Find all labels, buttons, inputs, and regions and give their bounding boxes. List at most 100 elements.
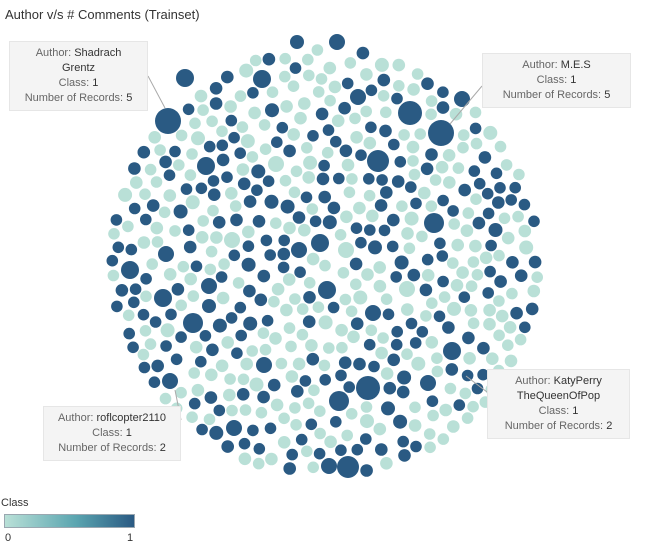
author-bubble[interactable] <box>268 156 284 172</box>
author-bubble[interactable] <box>122 309 135 322</box>
author-bubble[interactable] <box>355 149 367 161</box>
author-bubble[interactable] <box>238 437 251 450</box>
author-bubble[interactable] <box>195 355 207 368</box>
author-bubble[interactable] <box>237 373 250 386</box>
author-bubble[interactable] <box>283 221 296 235</box>
author-bubble[interactable] <box>513 168 525 181</box>
author-bubble[interactable] <box>195 182 208 195</box>
author-bubble[interactable] <box>365 84 378 97</box>
author-bubble[interactable] <box>368 360 380 373</box>
author-bubble[interactable] <box>277 261 290 274</box>
author-bubble[interactable] <box>512 210 524 223</box>
author-bubble[interactable] <box>321 458 337 474</box>
author-bubble[interactable] <box>449 107 463 121</box>
author-bubble[interactable] <box>492 196 505 209</box>
author-bubble[interactable] <box>265 452 278 466</box>
author-bubble[interactable] <box>391 175 405 188</box>
author-bubble[interactable] <box>500 159 513 171</box>
author-bubble[interactable] <box>386 240 399 253</box>
author-bubble[interactable] <box>151 359 164 373</box>
author-bubble[interactable] <box>493 249 505 262</box>
author-bubble[interactable] <box>406 140 420 154</box>
author-bubble[interactable] <box>246 151 259 163</box>
author-bubble[interactable] <box>298 97 311 110</box>
author-bubble[interactable] <box>426 395 439 408</box>
author-bubble[interactable] <box>463 352 476 365</box>
author-bubble[interactable] <box>313 447 326 460</box>
author-bubble[interactable] <box>308 384 320 397</box>
author-bubble[interactable] <box>221 336 234 349</box>
author-bubble[interactable] <box>205 245 218 258</box>
author-bubble[interactable] <box>421 253 434 266</box>
author-bubble[interactable] <box>224 373 236 385</box>
author-bubble[interactable] <box>450 279 464 292</box>
author-bubble[interactable] <box>461 369 474 382</box>
author-bubble[interactable] <box>452 162 465 174</box>
author-bubble[interactable] <box>349 257 363 271</box>
author-bubble[interactable] <box>184 272 197 286</box>
author-bubble[interactable] <box>467 317 480 330</box>
author-bubble[interactable] <box>195 231 209 244</box>
author-bubble[interactable] <box>251 164 266 179</box>
author-bubble[interactable] <box>283 144 296 158</box>
author-bubble[interactable] <box>470 137 483 150</box>
author-bubble[interactable] <box>154 289 172 307</box>
author-bubble[interactable] <box>215 359 229 373</box>
author-bubble[interactable] <box>429 174 442 186</box>
author-bubble[interactable] <box>407 155 419 167</box>
author-bubble[interactable] <box>457 129 470 141</box>
author-bubble[interactable] <box>294 111 307 125</box>
author-bubble[interactable] <box>442 321 455 334</box>
author-bubble[interactable] <box>187 290 200 302</box>
author-bubble[interactable] <box>375 443 388 456</box>
author-bubble[interactable] <box>236 163 250 176</box>
author-bubble[interactable] <box>213 404 226 417</box>
author-bubble[interactable] <box>306 352 320 366</box>
author-bubble[interactable] <box>462 331 475 345</box>
author-bubble[interactable] <box>433 310 446 323</box>
author-bubble[interactable] <box>373 422 387 436</box>
author-bubble[interactable] <box>377 90 390 102</box>
author-bubble[interactable] <box>234 90 247 102</box>
author-bubble[interactable] <box>361 268 374 281</box>
author-bubble[interactable] <box>469 106 482 119</box>
author-bubble[interactable] <box>453 399 466 411</box>
author-bubble[interactable] <box>424 441 436 454</box>
author-bubble[interactable] <box>314 427 326 440</box>
author-bubble[interactable] <box>353 357 366 371</box>
author-bubble[interactable] <box>380 367 394 380</box>
author-bubble[interactable] <box>477 368 489 381</box>
author-bubble[interactable] <box>137 348 150 361</box>
author-bubble[interactable] <box>360 464 373 477</box>
author-bubble[interactable] <box>403 242 416 255</box>
author-bubble[interactable] <box>353 201 366 215</box>
author-bubble[interactable] <box>431 352 443 365</box>
author-bubble[interactable] <box>392 58 406 72</box>
author-bubble[interactable] <box>379 124 392 138</box>
author-bubble[interactable] <box>298 223 311 237</box>
author-bubble[interactable] <box>203 140 216 153</box>
author-bubble[interactable] <box>128 296 140 309</box>
author-bubble[interactable] <box>148 131 161 144</box>
author-bubble[interactable] <box>221 70 234 84</box>
author-bubble[interactable] <box>151 236 164 248</box>
author-bubble[interactable] <box>270 398 284 412</box>
author-bubble[interactable] <box>182 103 195 116</box>
author-bubble[interactable] <box>510 306 523 320</box>
author-bubble[interactable] <box>419 283 433 297</box>
author-bubble[interactable] <box>262 175 275 187</box>
author-bubble[interactable] <box>253 70 271 88</box>
author-bubble[interactable] <box>169 145 181 158</box>
author-bubble[interactable] <box>292 357 306 371</box>
author-bubble[interactable] <box>112 241 125 254</box>
author-bubble[interactable] <box>216 139 229 152</box>
author-bubble[interactable] <box>170 353 183 366</box>
author-bubble[interactable] <box>319 259 331 272</box>
author-bubble[interactable] <box>279 70 291 83</box>
author-bubble[interactable] <box>216 125 228 138</box>
author-bubble[interactable] <box>194 89 208 103</box>
author-bubble[interactable] <box>242 225 255 239</box>
author-bubble[interactable] <box>312 86 325 98</box>
author-bubble[interactable] <box>239 63 254 78</box>
author-bubble[interactable] <box>469 239 482 253</box>
